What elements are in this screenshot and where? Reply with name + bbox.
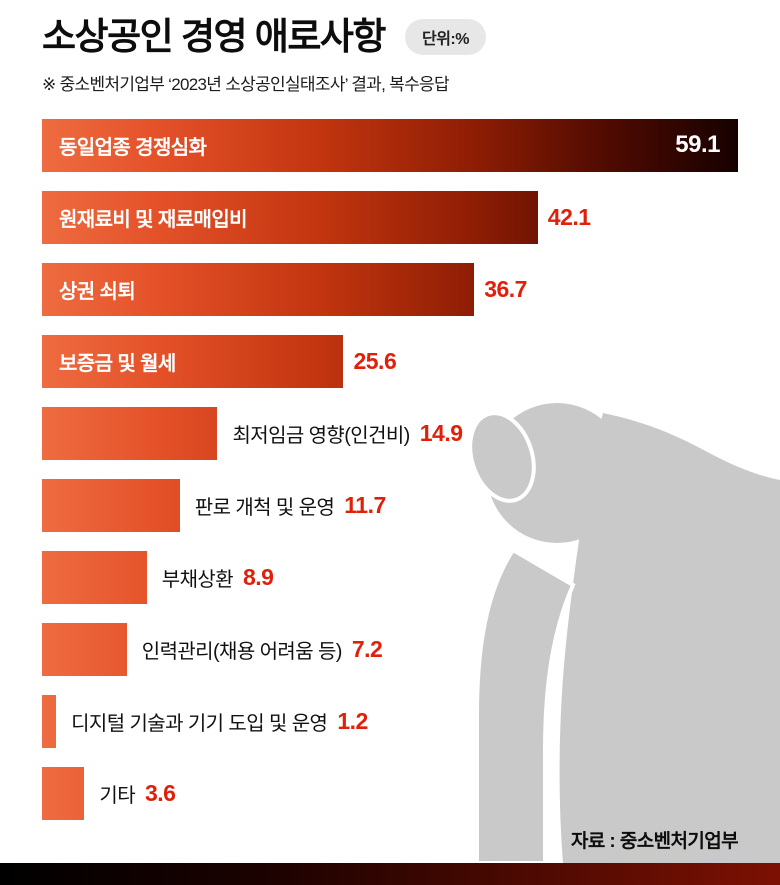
bar-label: 원재료비 및 재료매입비 [59,208,248,231]
page-title: 소상공인 경영 애로사항 [42,16,386,57]
bar-2: 상권 쇠퇴 [42,262,475,316]
bar-9 [42,766,85,820]
bar-value: 25.6 [353,347,397,374]
bar-value: 3.6 [145,779,176,806]
chart-row-2: 상권 쇠퇴 36.7 [42,262,738,316]
subtitle: ※ 중소벤처기업부 ‘2023년 소상공인실태조사’ 결과, 복수응답 [42,74,450,94]
chart-row-3: 보증금 및 월세 25.6 [42,334,738,388]
bar-7 [42,622,127,676]
bar-label: 상권 쇠퇴 [59,280,136,303]
bar-value: 8.9 [243,563,274,590]
chart-row-0: 동일업종 경쟁심화 59.1 [42,118,738,172]
footer-strip [0,863,780,885]
bar-6 [42,550,147,604]
bar-label: 디지털 기술과 기기 도입 및 운영 [71,712,328,735]
bar-value: 14.9 [419,419,463,446]
unit-badge: 단위:% [404,19,486,56]
bar-4 [42,406,218,460]
bar-3: 보증금 및 월세 [42,334,344,388]
chart-row-9: 기타 3.6 [42,766,738,820]
bar-chart: 동일업종 경쟁심화 59.1 원재료비 및 재료매입비 42.1 상권 쇠퇴 36.7 보증… [42,118,738,820]
bar-value: 1.2 [337,707,368,734]
stressed-person-silhouette-icon [468,403,780,863]
silhouette-body [559,413,780,863]
bar-value: 42.1 [547,203,591,230]
chart-row-5: 판로 개척 및 운영 11.7 [42,478,738,532]
silhouette-hand [468,411,536,503]
source-text: 자료 : 중소벤처기업부 [570,831,739,852]
bar-value: 59.1 [675,131,720,159]
bar-label: 기타 [99,784,135,807]
chart-row-7: 인력관리(채용 어려움 등) 7.2 [42,622,738,676]
bar-8 [42,694,57,748]
bar-label: 인력관리(채용 어려움 등) [141,640,343,663]
chart-row-6: 부채상환 8.9 [42,550,738,604]
bar-label: 최저임금 영향(인건비) [232,424,410,447]
chart-row-8: 디지털 기술과 기기 도입 및 운영 1.2 [42,694,738,748]
chart-row-4: 최저임금 영향(인건비) 14.9 [42,406,738,460]
bar-5 [42,478,180,532]
bar-value: 7.2 [351,635,383,662]
header: 소상공인 경영 애로사항 단위:% ※ 중소벤처기업부 ‘2023년 소상공인실… [0,0,780,95]
chart-row-1: 원재료비 및 재료매입비 42.1 [42,190,738,244]
bar-label: 부채상환 [161,568,234,591]
title-row: 소상공인 경영 애로사항 단위:% [42,16,738,59]
bar-value: 36.7 [484,275,527,302]
bar-label: 보증금 및 월세 [59,352,176,375]
bar-label: 동일업종 경쟁심화 [59,136,207,159]
bar-1: 원재료비 및 재료매입비 [42,190,538,244]
bar-0: 동일업종 경쟁심화 59.1 [42,118,738,172]
bar-value: 11.7 [344,491,386,518]
bar-label: 판로 개척 및 운영 [194,496,335,519]
silhouette-forearm [475,547,576,863]
